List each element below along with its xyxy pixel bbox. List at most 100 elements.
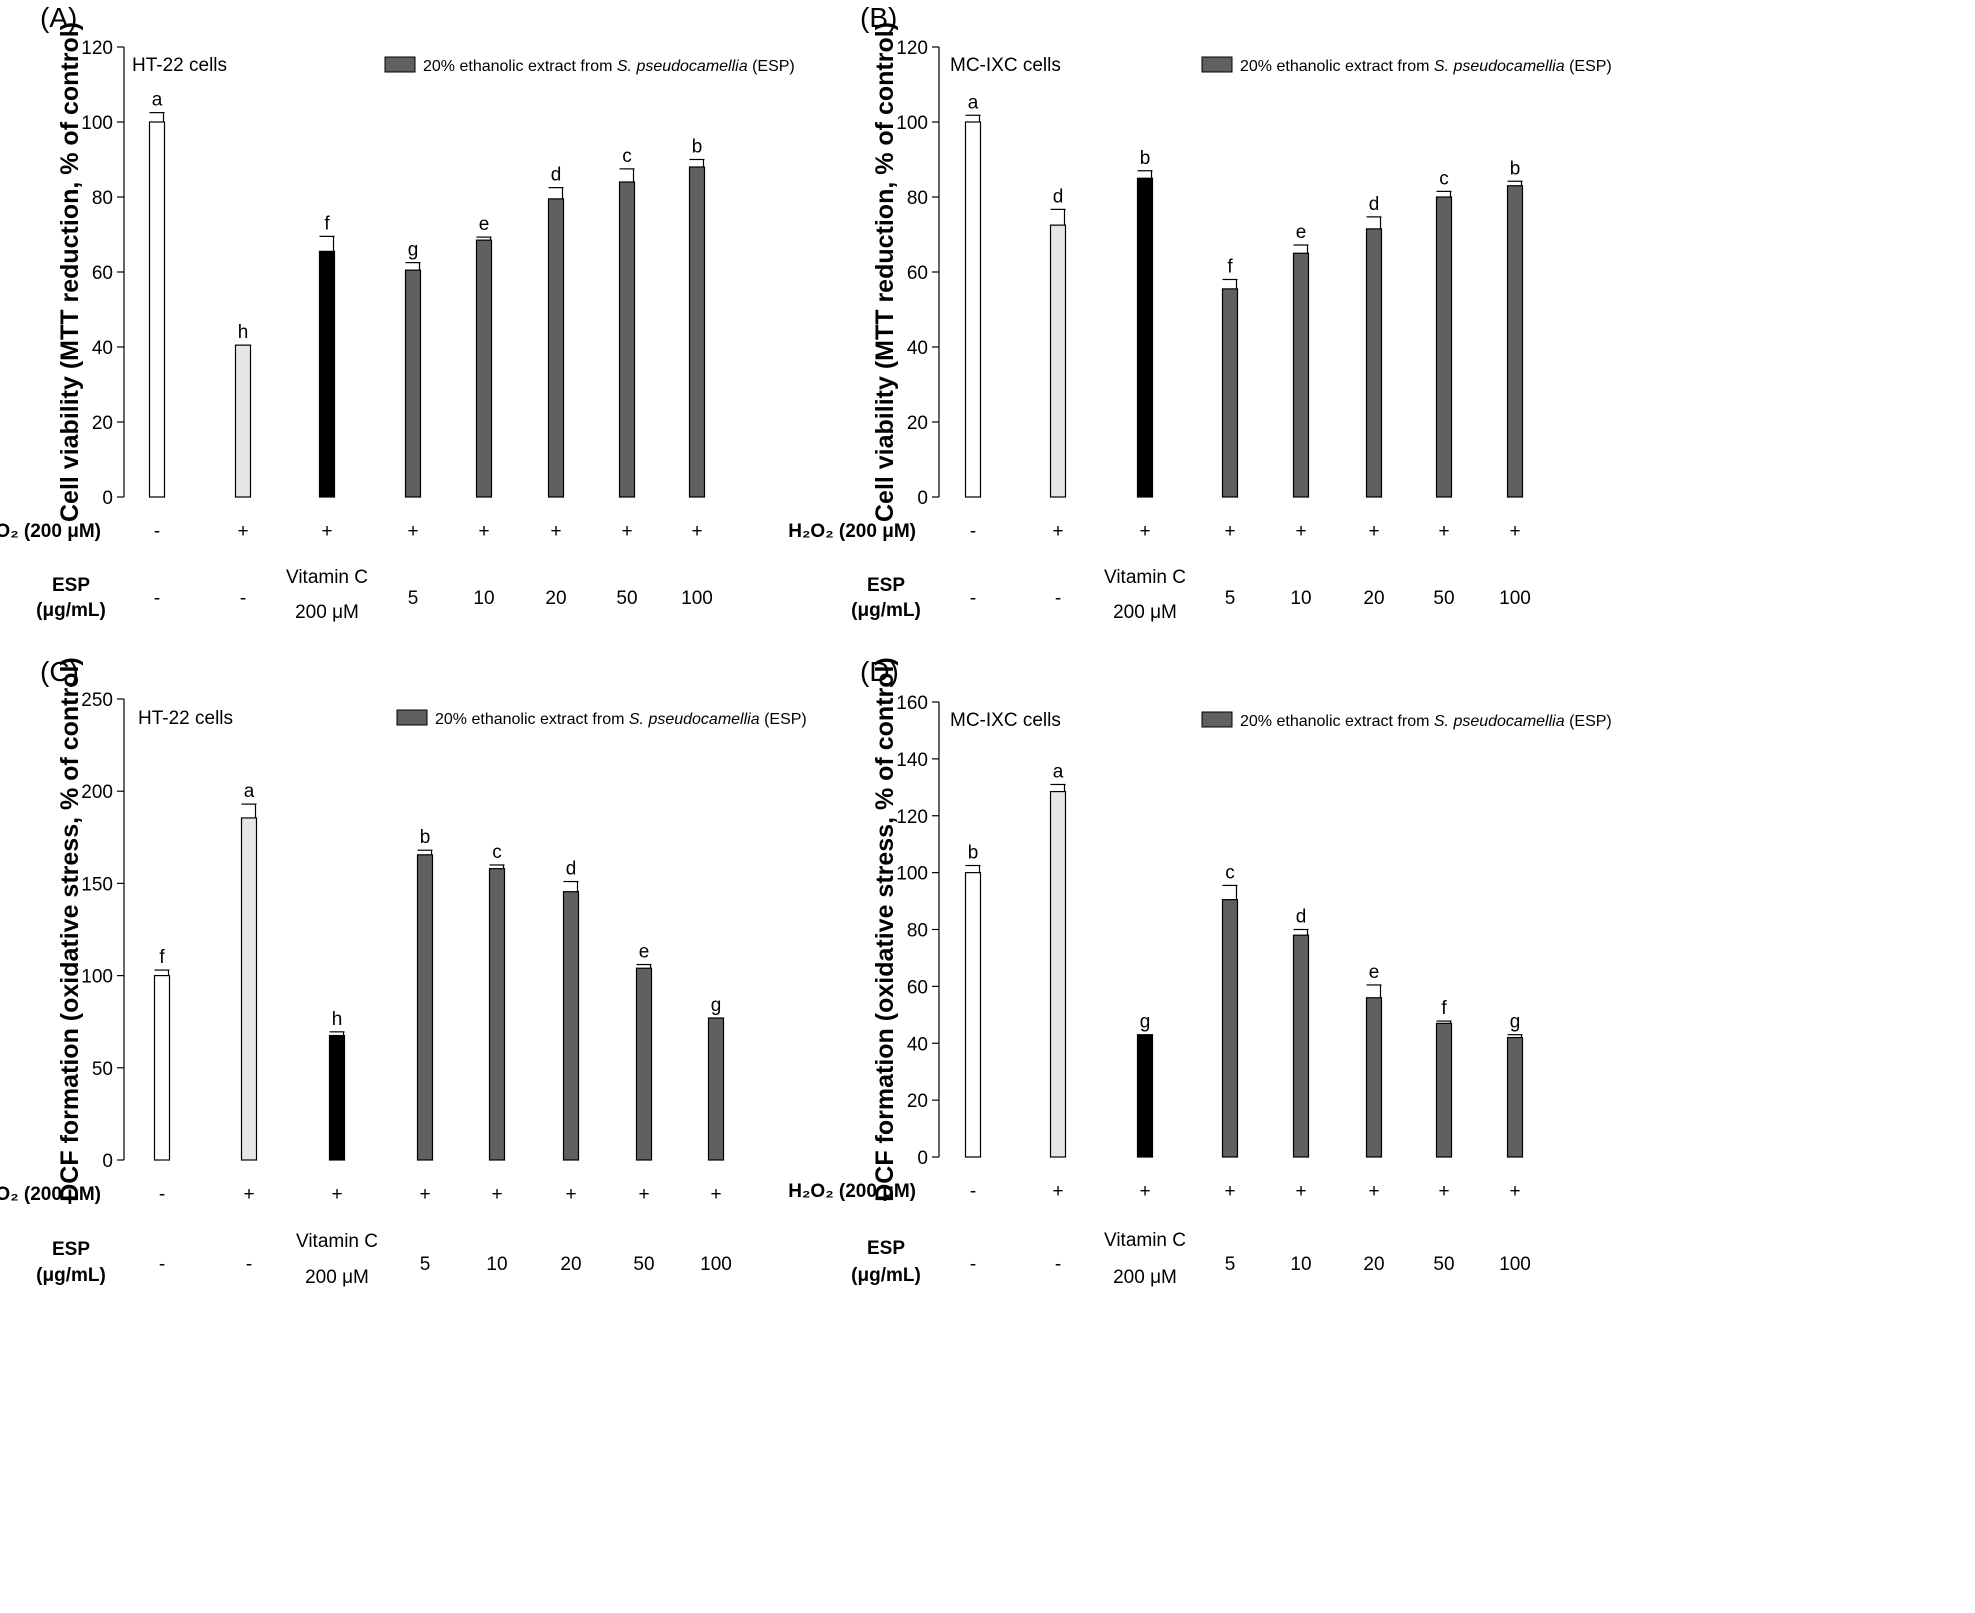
esp-value: 100	[681, 588, 713, 609]
significance-letter: d	[1296, 907, 1307, 928]
cell-type-label: HT-22 cells	[132, 55, 227, 76]
significance-letter: b	[1140, 148, 1151, 169]
h2o2-value: +	[565, 1184, 576, 1205]
bar	[688, 166, 706, 498]
h2o2-value: +	[478, 521, 489, 542]
y-tick-label: 80	[907, 188, 928, 209]
h2o2-value: +	[407, 521, 418, 542]
significance-letter: h	[332, 1009, 343, 1030]
significance-letter: b	[692, 137, 703, 158]
significance-letter: d	[551, 165, 562, 186]
legend-text: 20% ethanolic extract from S. pseudocame…	[423, 58, 795, 75]
y-axis-label: Cell viability (MTT reduction, % of cont…	[56, 22, 84, 522]
legend-swatch	[1201, 711, 1233, 728]
esp-value: -	[159, 1254, 165, 1275]
y-tick-label: 200	[81, 782, 113, 803]
h2o2-value: +	[550, 521, 561, 542]
y-tick-label: 40	[907, 1034, 928, 1055]
bar	[1221, 288, 1239, 498]
esp-value: 200 μM	[305, 1267, 369, 1288]
esp-value: Vitamin C	[286, 567, 368, 588]
bar	[1506, 185, 1524, 498]
esp-row-label: ESP	[867, 575, 905, 596]
h2o2-value: +	[1224, 521, 1235, 542]
y-tick-label: 250	[81, 690, 113, 711]
panel-label: (C)	[40, 656, 79, 687]
y-axis-label: Cell viability (MTT reduction, % of cont…	[871, 22, 899, 522]
y-tick-label: 80	[92, 188, 113, 209]
significance-letter: d	[1053, 186, 1064, 207]
esp-row-label: ESP	[52, 575, 90, 596]
h2o2-value: +	[1509, 1181, 1520, 1202]
significance-letter: f	[324, 213, 330, 234]
h2o2-row-label: H₂O₂ (200 μM)	[788, 1181, 916, 1202]
esp-value: 100	[1499, 588, 1531, 609]
significance-letter: e	[1369, 962, 1380, 983]
y-tick-label: 80	[907, 921, 928, 942]
h2o2-value: +	[1139, 521, 1150, 542]
bar	[475, 239, 493, 498]
bar	[488, 868, 506, 1161]
esp-row-unit: (μg/mL)	[36, 1265, 106, 1286]
esp-value: 5	[408, 588, 419, 609]
significance-letter: f	[1441, 998, 1447, 1019]
significance-letter: c	[622, 146, 632, 167]
significance-letter: g	[1140, 1012, 1151, 1033]
cell-type-label: MC-IXC cells	[950, 55, 1061, 76]
y-tick-label: 0	[917, 1148, 928, 1169]
y-tick-label: 100	[896, 864, 928, 885]
esp-row-label: ESP	[867, 1238, 905, 1259]
esp-value: 50	[616, 588, 637, 609]
y-tick-label: 120	[896, 807, 928, 828]
h2o2-row-label: H₂O₂ (200 μM)	[788, 521, 916, 542]
h2o2-row-label: H₂O₂ (200 μM)	[0, 1184, 101, 1205]
y-axis-label: DCF formation (oxidative stress, % of co…	[871, 657, 899, 1202]
h2o2-value: +	[710, 1184, 721, 1205]
y-tick-label: 140	[896, 750, 928, 771]
y-tick-label: 120	[896, 38, 928, 59]
h2o2-value: +	[1438, 1181, 1449, 1202]
esp-row-label: ESP	[52, 1239, 90, 1260]
h2o2-value: +	[237, 521, 248, 542]
bar	[547, 198, 565, 498]
legend-text: 20% ethanolic extract from S. pseudocame…	[435, 711, 807, 728]
significance-letter: g	[408, 240, 419, 261]
significance-letter: g	[1510, 1012, 1521, 1033]
esp-value: 5	[420, 1254, 431, 1275]
esp-value: 50	[1433, 1254, 1454, 1275]
h2o2-value: -	[154, 521, 160, 542]
esp-value: Vitamin C	[296, 1231, 378, 1252]
y-tick-label: 100	[81, 967, 113, 988]
significance-letter: c	[1225, 862, 1235, 883]
legend-text: 20% ethanolic extract from S. pseudocame…	[1240, 713, 1612, 730]
bar	[404, 269, 422, 498]
esp-value: 5	[1225, 588, 1236, 609]
significance-letter: a	[1053, 761, 1064, 782]
y-tick-label: 0	[102, 1151, 113, 1172]
h2o2-value: +	[491, 1184, 502, 1205]
significance-letter: a	[244, 781, 255, 802]
h2o2-value: +	[1295, 1181, 1306, 1202]
esp-row-unit: (μg/mL)	[851, 1265, 921, 1286]
h2o2-value: -	[159, 1184, 165, 1205]
y-tick-label: 40	[907, 338, 928, 359]
bar	[1506, 1036, 1524, 1158]
esp-value: -	[240, 588, 246, 609]
esp-value: 20	[545, 588, 566, 609]
esp-value: 10	[473, 588, 494, 609]
bar	[1435, 196, 1453, 498]
significance-letter: a	[968, 92, 979, 113]
y-tick-label: 60	[907, 977, 928, 998]
h2o2-value: +	[1368, 521, 1379, 542]
esp-value: 200 μM	[1113, 1267, 1177, 1288]
h2o2-value: +	[1224, 1181, 1235, 1202]
bar	[416, 854, 434, 1161]
bar	[1365, 228, 1383, 498]
y-axis-label: DCF formation (oxidative stress, % of co…	[56, 657, 84, 1202]
bar	[1049, 224, 1067, 498]
h2o2-value: +	[1438, 521, 1449, 542]
cell-type-label: MC-IXC cells	[950, 710, 1061, 731]
esp-value: 50	[1433, 588, 1454, 609]
bar	[1292, 934, 1310, 1158]
